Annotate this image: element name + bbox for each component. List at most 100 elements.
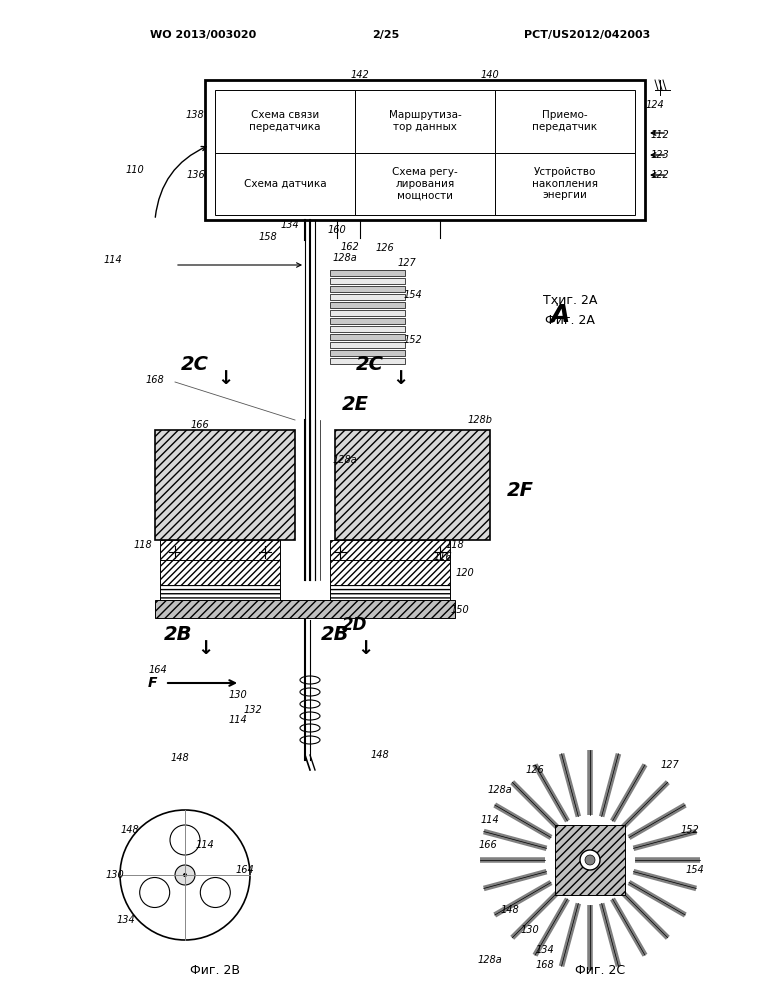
Text: 148: 148 bbox=[120, 825, 140, 835]
Text: 114: 114 bbox=[103, 255, 123, 265]
Bar bbox=[330, 318, 405, 324]
Text: Фиг. 2A: Фиг. 2A bbox=[545, 314, 595, 327]
Bar bbox=[330, 342, 405, 348]
Bar bbox=[330, 326, 405, 332]
Bar bbox=[330, 294, 405, 300]
Text: Устройство
накопления
энергии: Устройство накопления энергии bbox=[532, 167, 598, 201]
Text: 130: 130 bbox=[229, 690, 247, 700]
Bar bbox=[160, 540, 280, 560]
Text: 124: 124 bbox=[645, 100, 665, 110]
Text: F: F bbox=[147, 676, 157, 690]
Text: 138: 138 bbox=[185, 110, 205, 120]
Text: 127: 127 bbox=[661, 760, 679, 770]
Bar bbox=[495, 90, 635, 153]
Text: 126: 126 bbox=[526, 765, 544, 775]
Text: ↓: ↓ bbox=[392, 369, 408, 388]
Text: 114: 114 bbox=[481, 815, 499, 825]
Bar bbox=[555, 825, 625, 895]
Text: 2F: 2F bbox=[506, 481, 533, 500]
Text: 2C: 2C bbox=[356, 356, 384, 375]
Text: ↓: ↓ bbox=[197, 638, 213, 657]
Bar bbox=[155, 430, 295, 540]
Text: 114: 114 bbox=[195, 840, 215, 850]
Bar bbox=[215, 90, 355, 153]
Text: 134: 134 bbox=[536, 945, 554, 955]
Text: 158: 158 bbox=[259, 232, 277, 242]
Text: Фиг. 2B: Фиг. 2B bbox=[190, 963, 240, 976]
Bar bbox=[160, 585, 280, 600]
Text: 136: 136 bbox=[187, 170, 205, 180]
Circle shape bbox=[580, 850, 600, 870]
Circle shape bbox=[175, 865, 195, 885]
Text: 2B: 2B bbox=[320, 625, 349, 644]
Text: 112: 112 bbox=[651, 130, 669, 140]
Bar bbox=[330, 358, 405, 364]
Bar bbox=[330, 270, 405, 276]
Text: Фиг. 2C: Фиг. 2C bbox=[575, 963, 625, 976]
Text: PCT/US2012/042003: PCT/US2012/042003 bbox=[523, 30, 650, 40]
Text: 120: 120 bbox=[455, 568, 474, 578]
Text: 116: 116 bbox=[434, 552, 452, 562]
Bar bbox=[215, 153, 355, 215]
Text: 128a: 128a bbox=[333, 253, 357, 263]
Text: Схема датчика: Схема датчика bbox=[244, 179, 327, 189]
Text: 126: 126 bbox=[376, 243, 394, 253]
Bar bbox=[330, 540, 450, 560]
Bar bbox=[330, 334, 405, 340]
Bar bbox=[330, 278, 405, 284]
Text: Τҳиг. 2A: Τҳиг. 2A bbox=[543, 294, 598, 307]
Text: 114: 114 bbox=[229, 715, 247, 725]
Circle shape bbox=[183, 873, 187, 877]
Text: 164: 164 bbox=[149, 665, 168, 675]
Bar bbox=[330, 350, 405, 356]
Bar bbox=[330, 286, 405, 292]
Bar bbox=[355, 90, 495, 153]
Text: 2D: 2D bbox=[342, 616, 367, 634]
Text: Маршрутиза-
тор данных: Маршрутиза- тор данных bbox=[388, 111, 462, 132]
Text: WO 2013/003020: WO 2013/003020 bbox=[150, 30, 256, 40]
Text: 130: 130 bbox=[520, 925, 540, 935]
Text: 168: 168 bbox=[146, 375, 164, 385]
Text: 123: 123 bbox=[651, 150, 669, 160]
Text: 168: 168 bbox=[536, 960, 554, 970]
Text: 132: 132 bbox=[244, 705, 262, 715]
Text: 2B: 2B bbox=[164, 625, 192, 644]
Text: 127: 127 bbox=[398, 258, 416, 268]
Text: ↓: ↓ bbox=[217, 369, 233, 388]
Circle shape bbox=[334, 546, 346, 558]
Circle shape bbox=[169, 546, 181, 558]
Text: 148: 148 bbox=[371, 750, 389, 760]
Text: 166: 166 bbox=[191, 420, 209, 430]
Text: 118: 118 bbox=[445, 540, 465, 550]
Text: 130: 130 bbox=[106, 870, 124, 880]
Circle shape bbox=[585, 855, 595, 865]
Text: 142: 142 bbox=[350, 70, 369, 80]
Text: Приемо-
передатчик: Приемо- передатчик bbox=[533, 111, 598, 132]
Bar bbox=[330, 302, 405, 308]
Bar bbox=[205, 80, 645, 220]
Text: 152: 152 bbox=[404, 335, 422, 345]
Bar bbox=[355, 153, 495, 215]
Text: 154: 154 bbox=[404, 290, 422, 300]
Text: 152: 152 bbox=[681, 825, 699, 835]
Text: 160: 160 bbox=[327, 225, 347, 235]
Bar bbox=[495, 153, 635, 215]
Text: 148: 148 bbox=[500, 905, 520, 915]
Text: 118: 118 bbox=[134, 540, 152, 550]
Text: 128a: 128a bbox=[333, 455, 357, 465]
Text: 154: 154 bbox=[686, 865, 704, 875]
Bar bbox=[335, 430, 490, 540]
Text: Схема регу-
лирования
мощности: Схема регу- лирования мощности bbox=[392, 167, 458, 201]
Text: 166: 166 bbox=[479, 840, 497, 850]
Text: 164: 164 bbox=[235, 865, 255, 875]
Bar bbox=[160, 560, 280, 585]
Text: 122: 122 bbox=[651, 170, 669, 180]
Bar bbox=[155, 600, 455, 618]
Text: 2C: 2C bbox=[181, 356, 209, 375]
Text: Схема связи
передатчика: Схема связи передатчика bbox=[249, 111, 320, 132]
Bar bbox=[330, 560, 450, 585]
Text: 148: 148 bbox=[171, 753, 189, 763]
Bar bbox=[330, 585, 450, 600]
Text: 128b: 128b bbox=[468, 415, 493, 425]
Text: 128a: 128a bbox=[488, 785, 513, 795]
